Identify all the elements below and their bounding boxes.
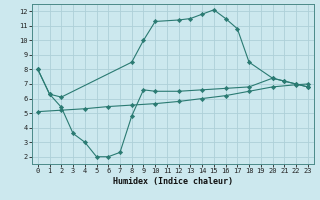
X-axis label: Humidex (Indice chaleur): Humidex (Indice chaleur) — [113, 177, 233, 186]
